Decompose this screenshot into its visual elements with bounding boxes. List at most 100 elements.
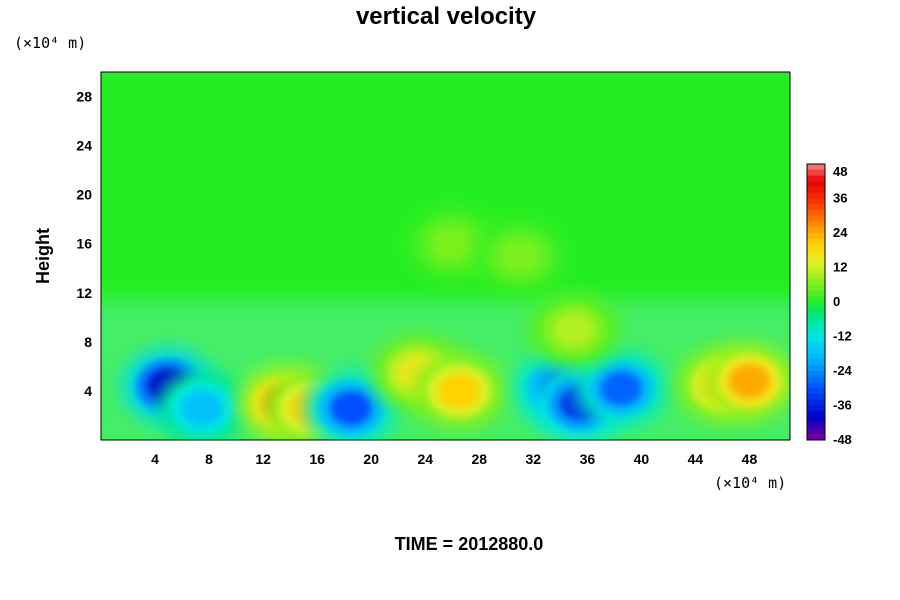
- colorbar-tick-label: -48: [833, 432, 852, 447]
- colorbar-segment: [807, 204, 825, 211]
- heat-feature: [304, 370, 397, 440]
- colorbar-segment: [807, 244, 825, 251]
- x-tick-label: 8: [205, 451, 213, 467]
- colorbar-segment: [807, 319, 825, 326]
- colorbar-segment: [807, 233, 825, 240]
- colorbar-segment: [807, 359, 825, 366]
- colorbar-tick-label: -36: [833, 398, 852, 413]
- colorbar-segment: [807, 382, 825, 389]
- time-label: TIME = 2012880.0: [395, 534, 544, 554]
- colorbar-segment: [807, 296, 825, 303]
- colorbar-tick-label: 12: [833, 260, 847, 275]
- x-tick-label: 20: [363, 451, 379, 467]
- colorbar-segment: [807, 192, 825, 199]
- heat-feature: [413, 352, 506, 429]
- x-tick-label: 4: [151, 451, 159, 467]
- colorbar-segment: [807, 371, 825, 378]
- heat-contour: [728, 364, 771, 399]
- y-tick-label: 24: [76, 138, 92, 154]
- colorbar-segment: [807, 175, 825, 182]
- colorbar-segment: [807, 388, 825, 395]
- colorbar-segment: [807, 198, 825, 205]
- heat-contour: [431, 226, 473, 261]
- heat-feature: [473, 218, 566, 294]
- colorbar-segment: [807, 411, 825, 418]
- colorbar-segment: [807, 238, 825, 245]
- colorbar-segment: [807, 434, 825, 441]
- colorbar-segment: [807, 279, 825, 286]
- colorbar-frame: [806, 163, 826, 441]
- colorbar-segment: [807, 405, 825, 412]
- colorbar-segment: [807, 169, 825, 176]
- colorbar-segment: [807, 394, 825, 401]
- colorbar-segment: [807, 273, 825, 280]
- heat-contour: [600, 371, 642, 406]
- colorbar-segment: [807, 250, 825, 257]
- chart-title: vertical velocity: [356, 3, 537, 30]
- colorbar-segment: [807, 307, 825, 314]
- colorbar-segment: [807, 428, 825, 435]
- colorbar-segment: [807, 290, 825, 297]
- colorbar-tick-label: 48: [833, 164, 847, 179]
- colorbar-segment: [807, 353, 825, 360]
- x-tick-label: 32: [526, 451, 542, 467]
- x-tick-label: 36: [580, 451, 596, 467]
- colorbar-segment: [807, 256, 825, 263]
- colorbar-segment: [807, 365, 825, 372]
- colorbar-segment: [807, 422, 825, 429]
- heat-feature: [575, 350, 668, 427]
- colorbar-segment: [807, 164, 825, 171]
- x-tick-label: 28: [471, 451, 487, 467]
- colorbar-segment: [807, 399, 825, 406]
- y-tick-label: 16: [76, 236, 92, 252]
- plot-frame: [100, 71, 791, 441]
- heat-feature: [156, 370, 249, 440]
- heat-contour: [181, 391, 224, 426]
- colorbar-segment: [807, 267, 825, 274]
- colorbar-tick-label: -12: [833, 329, 852, 344]
- x-unit-label: (×10⁴ m): [714, 474, 786, 492]
- colorbar-tick-label: -24: [833, 363, 853, 378]
- colorbar-tick-label: 0: [833, 294, 840, 309]
- x-tick-label: 16: [309, 451, 325, 467]
- heatmap-plot-area: [100, 71, 791, 441]
- heat-contour: [330, 391, 372, 426]
- y-axis-label: Height: [33, 228, 53, 284]
- y-unit-label: (×10⁴ m): [14, 34, 86, 52]
- colorbar-segment: [807, 181, 825, 188]
- colorbar-segment: [807, 376, 825, 383]
- x-tick-label: 12: [255, 451, 271, 467]
- x-axis-ticks: 4 8 12 16 20 24 28 32 36 40 44 48: [151, 451, 757, 467]
- colorbar-segment: [807, 417, 825, 424]
- x-tick-label: 44: [688, 451, 704, 467]
- colorbar-segment: [807, 348, 825, 355]
- x-tick-label: 40: [634, 451, 650, 467]
- y-tick-label: 4: [84, 383, 92, 399]
- colorbar-segment: [807, 342, 825, 349]
- heat-feature: [527, 291, 620, 368]
- colorbar-segment: [807, 261, 825, 268]
- colorbar-segment: [807, 210, 825, 217]
- colorbar-segment: [807, 284, 825, 291]
- colorbar-segment: [807, 221, 825, 228]
- heat-contour: [553, 312, 595, 347]
- heat-contour: [499, 238, 541, 274]
- y-tick-label: 8: [84, 334, 92, 350]
- y-axis-ticks: 4 8 12 16 20 24 28: [76, 89, 92, 399]
- colorbar-segment: [807, 325, 825, 332]
- colorbar-segment: [807, 215, 825, 222]
- heat-feature: [703, 343, 790, 420]
- y-tick-label: 12: [76, 285, 92, 301]
- colorbar: 48 36 24 12 0 -12 -24 -36 -48: [806, 163, 853, 447]
- y-tick-label: 20: [76, 187, 92, 203]
- colorbar-segment: [807, 227, 825, 234]
- colorbar-segment: [807, 336, 825, 343]
- colorbar-segment: [807, 330, 825, 337]
- heat-contour: [438, 373, 480, 409]
- heat-features: [122, 205, 790, 440]
- colorbar-segment: [807, 302, 825, 309]
- colorbar-segment: [807, 187, 825, 194]
- colorbar-tick-label: 24: [833, 225, 848, 240]
- colorbar-tick-label: 36: [833, 191, 847, 206]
